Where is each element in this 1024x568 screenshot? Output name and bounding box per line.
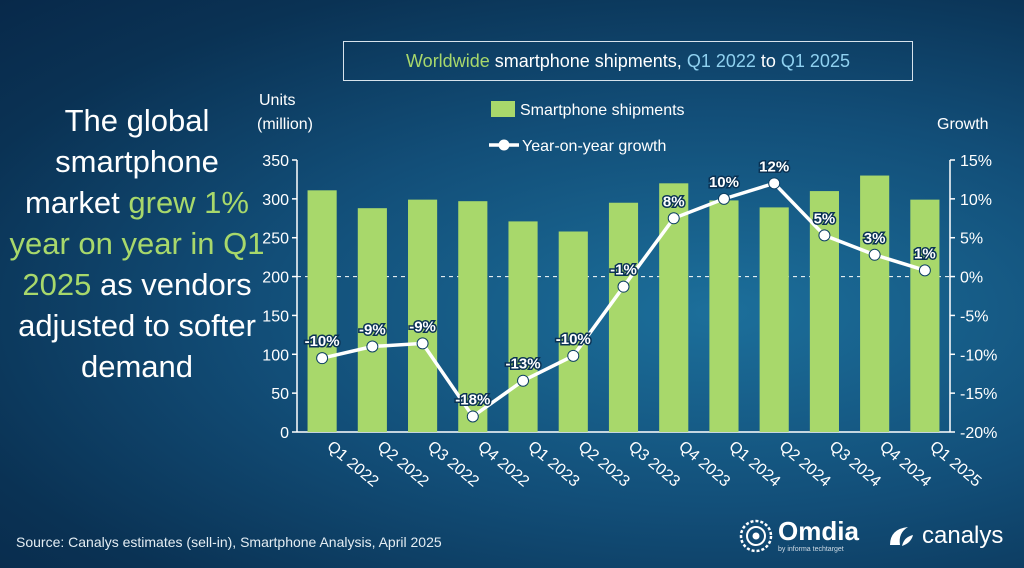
growth-point [918, 264, 931, 277]
right-tick-label: 5% [960, 231, 983, 248]
title-start: Q1 2022 [686, 50, 756, 71]
x-tick-label: Q3 2022 [424, 438, 482, 491]
title-to: to [755, 50, 781, 71]
left-tick-label: 250 [262, 231, 289, 248]
legend-line-label: Year-on-year growth [522, 138, 666, 155]
growth-data-label: 12% [759, 158, 789, 175]
right-tick-label: 15% [960, 153, 992, 170]
left-tick-label: 300 [262, 192, 289, 209]
bar [860, 175, 890, 433]
growth-data-label: -1% [610, 262, 637, 279]
headline: The global smartphone market grew 1% yea… [8, 100, 266, 387]
right-tick-label: -15% [960, 386, 997, 403]
growth-data-label: -18% [455, 391, 490, 408]
x-tick-label: Q3 2023 [625, 438, 683, 491]
growth-data-label: -9% [359, 322, 386, 339]
growth-point [316, 352, 329, 365]
title-worldwide: Worldwide [406, 50, 490, 71]
right-tick-label: 0% [960, 270, 983, 287]
legend-bar-label: Smartphone shipments [520, 102, 685, 119]
x-tick-label: Q2 2022 [374, 438, 432, 491]
bar [458, 201, 488, 432]
title-mid: smartphone shipments, [489, 50, 687, 71]
left-tick-label: 200 [262, 270, 289, 287]
x-tick-label: Q1 2023 [524, 438, 582, 491]
growth-data-label: 10% [709, 174, 739, 191]
legend-bar-swatch [491, 101, 515, 117]
bar [508, 221, 538, 432]
left-axis-title-line1: Units [259, 92, 296, 109]
bar [759, 207, 789, 432]
x-tick-label: Q2 2024 [776, 438, 834, 491]
growth-point [366, 340, 379, 353]
left-tick-label: 50 [271, 386, 289, 403]
x-tick-label: Q4 2023 [675, 438, 733, 491]
growth-point [868, 248, 881, 261]
growth-data-label: 1% [914, 245, 936, 262]
canalys-logo-icon [890, 527, 913, 546]
x-tick-label: Q1 2024 [725, 438, 783, 491]
x-tick-label: Q4 2024 [876, 438, 934, 491]
bar [910, 199, 940, 432]
source-note: Source: Canalys estimates (sell-in), Sma… [16, 534, 442, 550]
bar [659, 183, 689, 432]
x-tick-label: Q3 2024 [826, 438, 884, 491]
x-tick-label: Q4 2022 [474, 438, 532, 491]
growth-point [517, 374, 530, 387]
canalys-logo-text: canalys [922, 522, 1004, 549]
growth-point [416, 337, 429, 350]
growth-data-label: 8% [663, 193, 685, 210]
left-tick-label: 100 [262, 347, 289, 364]
growth-point [617, 280, 630, 293]
headline-text-1: The global smartphone market [25, 103, 219, 220]
omdia-logo-text: Omdia [778, 516, 859, 546]
right-tick-label: -5% [960, 308, 988, 325]
bar [408, 199, 438, 432]
growth-point [768, 177, 781, 190]
growth-data-label: -9% [409, 318, 436, 335]
right-tick-label: -10% [960, 347, 997, 364]
bar [608, 202, 639, 432]
bar [558, 231, 588, 432]
legend-line-marker [498, 139, 510, 151]
growth-data-label: 5% [814, 210, 836, 227]
x-tick-label: Q1 2022 [324, 438, 382, 491]
growth-data-label: -10% [305, 333, 340, 350]
omdia-logo-subtext: by informa techtarget [778, 546, 844, 553]
title-end: Q1 2025 [780, 50, 850, 71]
bar [357, 208, 387, 432]
growth-point [567, 349, 580, 362]
headline-text-2: as vendors adjusted to softer demand [18, 267, 256, 384]
growth-point [667, 212, 680, 225]
canalys-logo: canalys [886, 522, 1003, 550]
growth-data-label: 3% [864, 230, 886, 247]
right-tick-label: -20% [960, 425, 997, 442]
growth-point [717, 192, 730, 205]
chart-title: Worldwide smartphone shipments, Q1 2022 … [343, 41, 913, 81]
bar [307, 190, 337, 432]
growth-point [818, 229, 831, 242]
omdia-logo-icon [739, 519, 773, 552]
left-tick-label: 0 [280, 425, 289, 442]
left-axis-title-line2: (million) [257, 116, 313, 133]
x-tick-label: Q1 2025 [926, 438, 984, 491]
headline-highlight: grew 1% year on year in Q1 2025 [9, 185, 265, 302]
left-tick-label: 150 [262, 308, 289, 325]
right-axis-title: Growth [937, 116, 989, 133]
right-tick-label: 10% [960, 192, 992, 209]
bar [709, 200, 739, 432]
omdia-logo: Omdia by informa techtarget [739, 518, 859, 553]
growth-data-label: -10% [556, 331, 591, 348]
growth-data-label: -13% [506, 356, 541, 373]
left-tick-label: 350 [262, 153, 289, 170]
growth-point [466, 410, 479, 423]
x-tick-label: Q2 2023 [575, 438, 633, 491]
